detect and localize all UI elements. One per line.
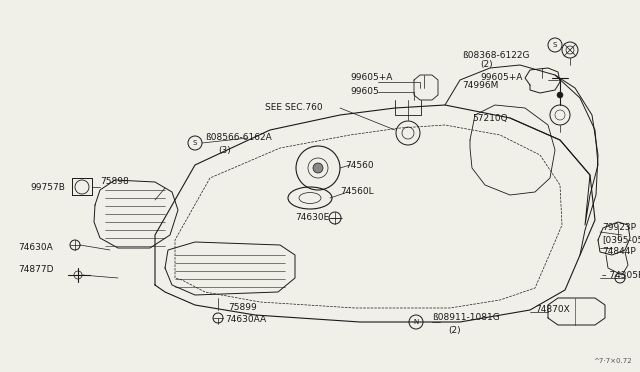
Text: ß08566-6162A: ß08566-6162A xyxy=(205,134,272,142)
Text: 99757B: 99757B xyxy=(30,183,65,192)
Text: ß08911-1081G: ß08911-1081G xyxy=(432,314,500,323)
Text: 99605+A: 99605+A xyxy=(350,74,392,83)
Text: 74560: 74560 xyxy=(345,160,374,170)
Circle shape xyxy=(557,92,563,98)
Text: 74630AA: 74630AA xyxy=(225,315,266,324)
Text: S: S xyxy=(553,42,557,48)
Text: 74560L: 74560L xyxy=(340,187,374,196)
Text: 75899: 75899 xyxy=(228,304,257,312)
Text: 74844P: 74844P xyxy=(602,247,636,257)
Text: ß08368-6122G: ß08368-6122G xyxy=(462,51,529,60)
Text: ^7·7×0.72: ^7·7×0.72 xyxy=(593,358,632,364)
Text: (3): (3) xyxy=(218,147,231,155)
Text: 74630E: 74630E xyxy=(295,214,329,222)
Text: 74877D: 74877D xyxy=(18,266,54,275)
Text: 74630A: 74630A xyxy=(18,244,52,253)
Text: 57210Q: 57210Q xyxy=(472,113,508,122)
Text: SEE SEC.760: SEE SEC.760 xyxy=(265,103,323,112)
Text: 99605+A: 99605+A xyxy=(480,74,522,83)
Text: 75898: 75898 xyxy=(100,177,129,186)
Text: (2): (2) xyxy=(480,61,493,70)
Text: [0395-0595]: [0395-0595] xyxy=(602,235,640,244)
Text: S: S xyxy=(193,140,197,146)
Text: 74996M: 74996M xyxy=(462,80,499,90)
Text: N: N xyxy=(413,319,419,325)
Text: 99605: 99605 xyxy=(350,87,379,96)
Text: 74870X: 74870X xyxy=(535,305,570,314)
Circle shape xyxy=(313,163,323,173)
Text: – 74305F: – 74305F xyxy=(602,270,640,279)
Text: (2): (2) xyxy=(448,326,461,334)
Text: 79923P: 79923P xyxy=(602,224,636,232)
